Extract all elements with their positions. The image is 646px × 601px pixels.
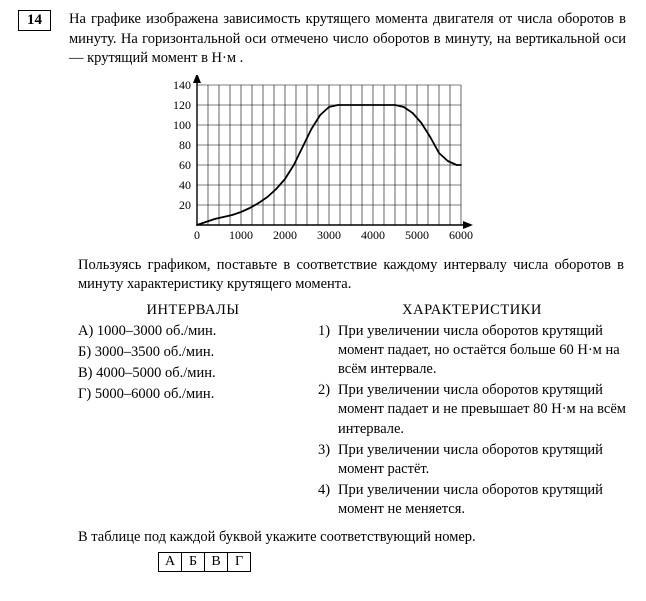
characteristic-item: 4)При увеличении числа оборотов крутящий… — [318, 481, 626, 519]
characteristics-list: 1)При увеличении числа оборотов крутящий… — [318, 322, 626, 519]
answer-letters-row: АБВГ — [159, 553, 251, 572]
svg-text:100: 100 — [173, 118, 191, 132]
answer-letter-cell: А — [159, 553, 182, 572]
exam-problem-page: 14 На графике изображена зависимость кру… — [0, 0, 646, 601]
answer-instruction: В таблице под каждой буквой укажите соот… — [78, 529, 626, 546]
characteristic-text: При увеличении числа оборотов крутящий м… — [338, 441, 626, 479]
svg-text:4000: 4000 — [361, 228, 385, 242]
characteristic-text: При увеличении числа оборотов крутящий м… — [338, 481, 626, 519]
svg-text:140: 140 — [173, 78, 191, 92]
svg-text:2000: 2000 — [273, 228, 297, 242]
svg-text:60: 60 — [179, 158, 191, 172]
matching-columns: ИНТЕРВАЛЫ А) 1000–3000 об./мин. Б) 3000–3… — [78, 301, 626, 521]
svg-text:0: 0 — [194, 228, 200, 242]
interval-item: Б) 3000–3500 об./мин. — [78, 343, 308, 362]
characteristic-item: 3)При увеличении числа оборотов крутящий… — [318, 441, 626, 479]
characteristic-text: При увеличении числа оборотов крутящий м… — [338, 381, 626, 438]
question-number: 14 — [27, 12, 42, 28]
characteristic-number: 3) — [318, 441, 338, 479]
svg-text:80: 80 — [179, 138, 191, 152]
question-number-box: 14 — [18, 10, 51, 31]
intervals-title: ИНТЕРВАЛЫ — [78, 301, 308, 320]
answer-letter-cell: Г — [228, 553, 251, 572]
header-row: 14 На графике изображена зависимость кру… — [18, 10, 626, 69]
characteristics-column: ХАРАКТЕРИСТИКИ 1)При увеличении числа об… — [308, 301, 626, 521]
svg-text:5000: 5000 — [405, 228, 429, 242]
torque-chart: 0 1000 2000 3000 4000 5000 6000 20 40 60 80 100 120 1… — [157, 75, 487, 245]
answer-letter-cell: В — [205, 553, 228, 572]
svg-text:120: 120 — [173, 98, 191, 112]
characteristic-number: 1) — [318, 322, 338, 379]
svg-text:6000: 6000 — [449, 228, 473, 242]
problem-intro: На графике изображена зависимость крутящ… — [69, 10, 626, 69]
characteristic-item: 2)При увеличении числа оборотов крутящий… — [318, 381, 626, 438]
svg-text:1000: 1000 — [229, 228, 253, 242]
svg-text:20: 20 — [179, 198, 191, 212]
interval-item: Г) 5000–6000 об./мин. — [78, 385, 308, 404]
chart-container: 0 1000 2000 3000 4000 5000 6000 20 40 60 80 100 120 1… — [18, 75, 626, 250]
svg-text:3000: 3000 — [317, 228, 341, 242]
answer-letter-cell: Б — [182, 553, 205, 572]
characteristic-text: При увеличении числа оборотов крутящий м… — [338, 322, 626, 379]
answer-table: АБВГ — [158, 552, 251, 572]
interval-item: А) 1000–3000 об./мин. — [78, 322, 308, 341]
characteristic-item: 1)При увеличении числа оборотов крутящий… — [318, 322, 626, 379]
svg-text:40: 40 — [179, 178, 191, 192]
after-chart-text: Пользуясь графиком, поставьте в соответс… — [78, 256, 624, 295]
characteristic-number: 2) — [318, 381, 338, 438]
intervals-list: А) 1000–3000 об./мин. Б) 3000–3500 об./ми… — [78, 322, 308, 405]
intervals-column: ИНТЕРВАЛЫ А) 1000–3000 об./мин. Б) 3000–3… — [78, 301, 308, 521]
interval-item: В) 4000–5000 об./мин. — [78, 364, 308, 383]
characteristics-title: ХАРАКТЕРИСТИКИ — [318, 301, 626, 320]
characteristic-number: 4) — [318, 481, 338, 519]
